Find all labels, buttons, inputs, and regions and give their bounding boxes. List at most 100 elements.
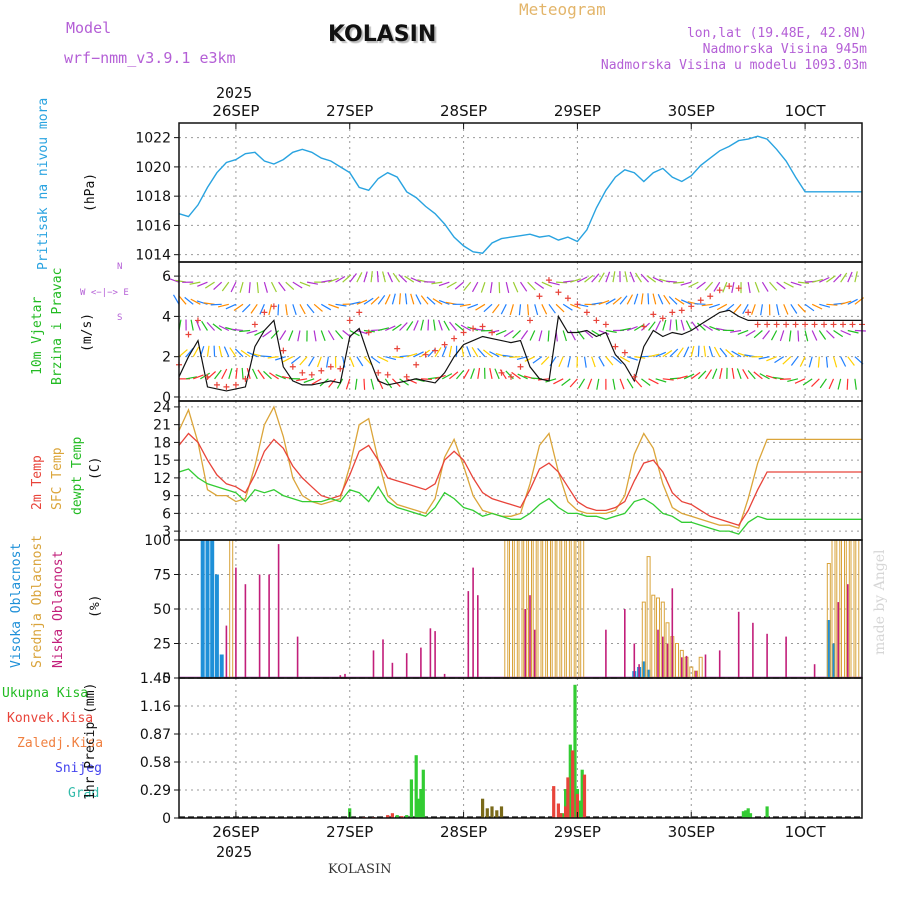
- wind-gust-mark: [251, 321, 258, 328]
- conv-precip-bar: [582, 774, 587, 818]
- y-tick-label: 21: [153, 418, 171, 434]
- wind-direction-arrow: [570, 278, 581, 283]
- wind-direction-arrow: [192, 346, 200, 357]
- wind-gust-mark: [650, 311, 657, 318]
- conv-precip-bar: [386, 815, 390, 818]
- year-bottom: 2025: [216, 843, 253, 861]
- wind-direction-arrow: [328, 303, 340, 309]
- wind-gust-mark: [840, 321, 847, 328]
- wind-direction-arrow: [703, 345, 707, 357]
- low-cloud-bar: [467, 591, 470, 678]
- wind-direction-arrow: [634, 324, 645, 332]
- high-cloud-bar: [210, 540, 215, 678]
- wind-direction-arrow: [731, 367, 735, 379]
- wind-direction-arrow: [349, 356, 355, 368]
- wind-gust-mark: [555, 289, 562, 296]
- total-precip-bar: [748, 813, 753, 818]
- low-cloud-bar: [752, 622, 754, 678]
- wind-gust-mark: [280, 347, 287, 354]
- day-label-bottom: 28SEP: [440, 823, 487, 841]
- wind-direction-arrow: [398, 293, 401, 305]
- pressure-line: [178, 135, 862, 254]
- precip-snow-legend: Snijeg: [55, 761, 102, 776]
- y-tick-label: 9: [162, 489, 171, 505]
- wind-direction-arrow: [228, 368, 233, 380]
- cloud-high-label: Visoka Oblacnost: [9, 542, 24, 668]
- wind-direction-arrow: [250, 303, 258, 314]
- wind-direction-arrow: [826, 330, 835, 339]
- wind-direction-arrow: [712, 368, 718, 380]
- wind-label-1: 10m Vjetar: [30, 296, 45, 375]
- y-tick-label: 15: [153, 453, 171, 469]
- watermark: made by Angel: [872, 549, 888, 656]
- wind-direction-arrow: [612, 378, 616, 390]
- wind-direction-arrow: [612, 356, 622, 365]
- wind-direction-arrow: [683, 373, 695, 380]
- y-tick-label: 1016: [135, 218, 171, 234]
- conv-precip-bar: [552, 786, 556, 818]
- wind-direction-arrow: [500, 304, 507, 315]
- wind-direction-arrow: [290, 356, 301, 364]
- wind-direction-arrow: [641, 378, 651, 386]
- wind-direction-arrow: [788, 330, 792, 342]
- mid-cloud-bar: [675, 643, 679, 679]
- wind-direction-arrow: [847, 298, 858, 305]
- temp-unit: (C): [88, 456, 103, 480]
- wind-direction-arrow: [680, 299, 692, 305]
- wind-speed-line: [178, 309, 862, 392]
- wind-direction-arrow: [819, 303, 831, 308]
- wind-direction-arrow: [438, 319, 443, 331]
- low-cloud-bar: [695, 671, 697, 678]
- mid-cloud-bar: [518, 539, 523, 679]
- wind-gust-mark: [811, 321, 818, 328]
- wind-direction-arrow: [847, 329, 859, 334]
- wind-direction-arrow: [846, 378, 849, 390]
- wind-direction-arrow: [349, 273, 357, 283]
- wind-direction-arrow: [619, 356, 630, 363]
- day-label-top: 26SEP: [212, 102, 259, 120]
- wind-direction-arrow: [475, 303, 486, 311]
- wind-gust-mark: [422, 351, 429, 358]
- wind-gust-mark: [384, 371, 391, 378]
- other-precip-bar: [481, 798, 485, 818]
- wind-direction-arrow: [753, 330, 763, 339]
- wind-direction-arrow: [769, 281, 778, 291]
- wind-direction-arrow: [520, 281, 528, 292]
- temp-label-dew: dewpt Temp: [70, 436, 85, 515]
- wind-gust-mark: [242, 375, 249, 382]
- wind-direction-arrow: [327, 330, 335, 341]
- wind-gust-mark: [441, 341, 448, 348]
- wind-direction-arrow: [761, 281, 769, 292]
- y-tick-label: 0: [162, 811, 171, 827]
- y-tick-label: 25: [153, 637, 171, 653]
- wind-direction-arrow: [612, 271, 616, 283]
- y-tick-label: 6: [162, 269, 171, 285]
- mid-cloud-bar: [551, 539, 556, 679]
- wind-direction-arrow: [529, 330, 536, 341]
- wind-direction-arrow: [443, 320, 450, 331]
- wind-direction-arrow: [598, 356, 605, 367]
- wind-direction-arrow: [345, 378, 351, 390]
- wind-direction-arrow: [674, 297, 685, 305]
- other-precip-bar: [495, 810, 499, 818]
- wind-direction-arrow: [799, 356, 806, 367]
- wind-direction-arrow: [685, 320, 692, 331]
- sfc-temp-line: [178, 405, 862, 530]
- wind-direction-arrow: [532, 356, 543, 364]
- wind-direction-arrow: [270, 281, 277, 293]
- y-tick-label: 18: [153, 435, 171, 451]
- wind-direction-arrow: [697, 345, 700, 357]
- wind-direction-arrow: [356, 329, 368, 335]
- wind-direction-arrow: [413, 320, 419, 331]
- wind-gust-mark: [432, 347, 439, 354]
- wind-direction-arrow: [509, 356, 521, 358]
- wind-direction-arrow: [363, 329, 375, 333]
- wind-direction-arrow: [783, 304, 789, 315]
- wind-direction-arrow: [178, 295, 187, 305]
- wind-direction-arrow: [817, 356, 820, 368]
- wind-direction-arrow: [584, 330, 594, 339]
- day-label-bottom: 29SEP: [554, 823, 601, 841]
- wind-direction-arrow: [731, 350, 742, 358]
- wind-direction-arrow: [399, 322, 408, 331]
- wind-direction-arrow: [260, 355, 272, 358]
